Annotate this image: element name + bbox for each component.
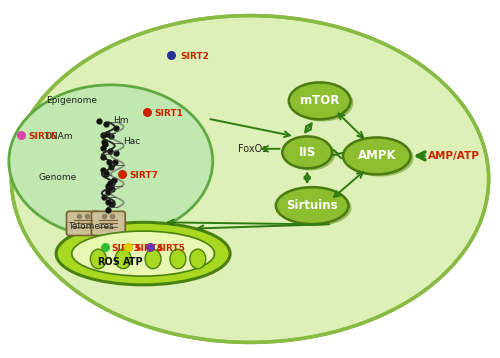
Ellipse shape (12, 16, 488, 342)
Text: Hm: Hm (114, 116, 129, 125)
Ellipse shape (9, 85, 212, 238)
Ellipse shape (170, 249, 186, 269)
Ellipse shape (12, 16, 488, 342)
Text: AMPK: AMPK (358, 149, 396, 163)
Text: SIRT5: SIRT5 (156, 244, 186, 253)
Ellipse shape (56, 222, 230, 285)
FancyArrowPatch shape (305, 123, 312, 132)
Text: Genome: Genome (38, 173, 77, 182)
FancyArrowPatch shape (334, 172, 363, 197)
Text: ROS: ROS (97, 257, 120, 267)
Text: SIRT7: SIRT7 (130, 171, 158, 180)
Ellipse shape (145, 249, 161, 269)
Text: SIRT4: SIRT4 (134, 244, 164, 253)
FancyArrowPatch shape (332, 150, 343, 158)
Ellipse shape (343, 137, 410, 174)
FancyBboxPatch shape (66, 211, 100, 236)
Text: Hac: Hac (123, 137, 140, 146)
FancyArrowPatch shape (304, 173, 310, 182)
Ellipse shape (292, 84, 354, 121)
Text: mTOR: mTOR (300, 95, 340, 107)
Ellipse shape (279, 189, 351, 226)
Ellipse shape (47, 40, 453, 318)
FancyArrowPatch shape (168, 220, 300, 225)
Ellipse shape (286, 139, 335, 170)
Text: SIRT1: SIRT1 (154, 109, 184, 118)
Text: DNAm: DNAm (44, 132, 72, 141)
Ellipse shape (90, 249, 106, 269)
Ellipse shape (282, 136, 332, 168)
Text: SIRT6: SIRT6 (28, 132, 58, 141)
Text: IIS: IIS (298, 146, 316, 159)
Text: AMP/ATP: AMP/ATP (428, 151, 480, 161)
Ellipse shape (289, 82, 350, 119)
Ellipse shape (190, 249, 206, 269)
Ellipse shape (95, 73, 405, 285)
Text: Telomeres: Telomeres (68, 222, 114, 232)
Text: Epigenome: Epigenome (46, 96, 97, 105)
Ellipse shape (276, 187, 348, 224)
FancyArrowPatch shape (338, 113, 363, 138)
FancyArrowPatch shape (198, 224, 330, 231)
Ellipse shape (116, 249, 131, 269)
Text: FoxOs: FoxOs (238, 144, 267, 154)
Text: SIRT2: SIRT2 (180, 52, 210, 61)
FancyArrowPatch shape (262, 146, 280, 151)
Ellipse shape (72, 231, 215, 276)
Text: ATP: ATP (123, 257, 144, 267)
Ellipse shape (346, 140, 414, 176)
FancyBboxPatch shape (92, 211, 125, 236)
FancyArrowPatch shape (210, 119, 290, 137)
Text: SIRT3: SIRT3 (112, 244, 140, 253)
Text: Sirtuins: Sirtuins (286, 199, 338, 212)
